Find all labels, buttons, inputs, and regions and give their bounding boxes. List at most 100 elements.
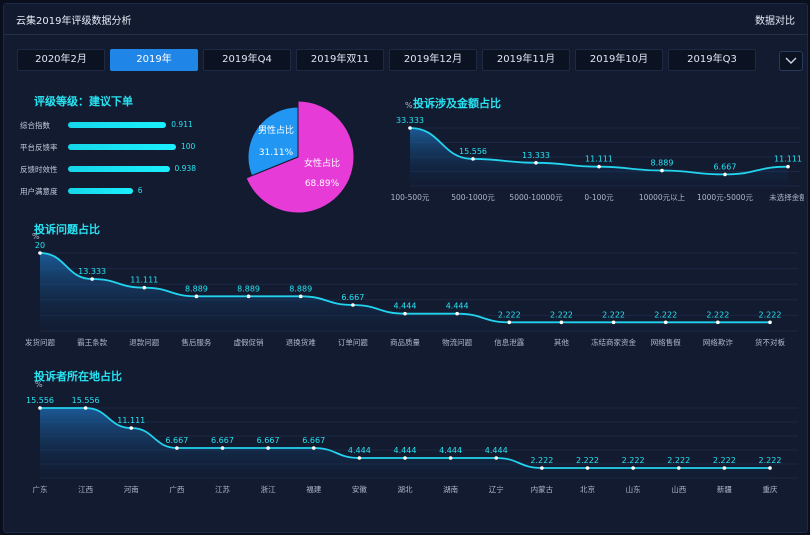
area-fill xyxy=(40,408,770,478)
x-tick-label: 10000元以上 xyxy=(639,193,686,202)
data-label: 4.444 xyxy=(439,446,462,455)
x-tick-label: 5000-10000元 xyxy=(509,193,563,202)
tab-period[interactable]: 2019年10月 xyxy=(575,49,663,71)
x-tick-label: 山西 xyxy=(671,484,686,494)
rating-title: 评级等级：建议下单 xyxy=(34,95,133,108)
data-label: 4.444 xyxy=(485,446,508,455)
data-label: 13.333 xyxy=(522,151,550,160)
tab-period[interactable]: 2019年Q3 xyxy=(668,49,756,71)
data-label: 2.222 xyxy=(602,310,625,319)
rating-bar xyxy=(68,122,167,128)
data-label: 2.222 xyxy=(498,310,521,319)
pie-label: 男性占比 xyxy=(258,124,294,136)
data-label: 2.222 xyxy=(622,456,645,465)
period-dropdown-button[interactable] xyxy=(779,51,803,71)
data-label: 8.889 xyxy=(289,284,312,293)
x-tick-label: 500-1000元 xyxy=(451,193,495,202)
data-label: 2.222 xyxy=(667,456,690,465)
data-point xyxy=(768,466,772,470)
amount-area-chart: % 33.333 100-500元 15.556 500-1000元 13.333 5000… xyxy=(391,101,804,202)
data-point xyxy=(298,294,303,299)
x-tick-label: 物流问题 xyxy=(442,337,472,347)
data-label: 13.333 xyxy=(78,267,106,276)
data-label: 4.444 xyxy=(394,302,417,311)
x-tick-label: 未选择金额 xyxy=(769,192,804,202)
x-tick-label: 发货问题 xyxy=(25,337,55,347)
x-tick-label: 霸王条款 xyxy=(77,337,107,347)
x-tick-label: 山东 xyxy=(626,484,641,494)
rating-bar xyxy=(68,188,133,194)
data-point xyxy=(311,446,316,450)
data-label: 2.222 xyxy=(759,456,782,465)
data-point xyxy=(663,320,668,325)
x-tick-label: 安徽 xyxy=(352,484,367,494)
tab-period[interactable]: 2019年 xyxy=(110,49,198,71)
y-unit-label: % xyxy=(405,101,413,110)
data-point xyxy=(142,285,147,290)
area-fill xyxy=(410,128,788,186)
data-point xyxy=(494,456,499,460)
data-label: 15.556 xyxy=(459,147,487,156)
x-tick-label: 内蒙古 xyxy=(531,484,554,494)
dashboard-panel: 云集2019年评级数据分析 数据对比 2020年2月 2019年 2019年Q4 20… xyxy=(3,3,808,533)
data-point xyxy=(90,277,94,281)
x-tick-label: 福建 xyxy=(306,484,321,494)
data-label: 6.667 xyxy=(211,436,234,445)
x-tick-label: 湖南 xyxy=(443,484,458,494)
x-tick-label: 退换货难 xyxy=(286,337,316,347)
x-tick-label: 退款问题 xyxy=(129,337,159,347)
data-label: 4.444 xyxy=(348,446,371,455)
data-label: 2.222 xyxy=(706,310,729,319)
x-tick-label: 虚假促销 xyxy=(234,337,264,347)
data-point xyxy=(83,406,88,410)
data-point xyxy=(403,311,407,316)
x-tick-label: 重庆 xyxy=(763,484,778,494)
rating-label: 平台反馈率 xyxy=(20,143,58,152)
tab-period[interactable]: 2019年双11 xyxy=(296,49,384,71)
data-label: 2.222 xyxy=(550,310,573,319)
tab-period[interactable]: 2019年12月 xyxy=(389,49,477,71)
data-label: 4.444 xyxy=(394,446,417,455)
rating-value: 100 xyxy=(181,142,196,151)
data-point xyxy=(722,466,727,470)
x-tick-label: 北京 xyxy=(580,484,595,494)
page-title: 云集2019年评级数据分析 xyxy=(16,16,132,27)
data-label: 6.667 xyxy=(302,436,325,445)
x-tick-label: 湖北 xyxy=(398,485,413,494)
data-point xyxy=(723,172,727,177)
rating-value: 0.911 xyxy=(171,120,193,129)
data-label: 2.222 xyxy=(713,456,736,465)
data-point xyxy=(351,303,355,307)
data-label: 2.222 xyxy=(759,310,782,319)
data-point xyxy=(38,406,42,410)
chevron-down-icon xyxy=(785,57,797,64)
y-unit-label: % xyxy=(35,380,43,389)
tab-period[interactable]: 2019年Q4 xyxy=(203,49,291,71)
data-point xyxy=(507,320,512,325)
data-label: 8.889 xyxy=(651,159,674,168)
x-tick-label: 订单问题 xyxy=(338,337,368,347)
data-point xyxy=(408,126,412,130)
data-point xyxy=(357,456,362,460)
data-label: 15.556 xyxy=(26,396,54,405)
issue-area-chart: %20 发货问题 13.333 霸王条款 11.111 退款问题 8.889 售后服务 8.88… xyxy=(25,232,798,347)
x-tick-label: 100-500元 xyxy=(391,193,430,202)
data-point xyxy=(597,164,601,169)
region-area-chart: % 15.556 广东 15.556 江西 11.111 河南 6.667 广西 6.667 江苏 6… xyxy=(26,380,798,494)
data-point xyxy=(534,161,538,165)
pie-slice xyxy=(245,100,355,214)
data-point xyxy=(559,320,564,325)
data-label: 20 xyxy=(35,241,45,250)
tab-period[interactable]: 2019年11月 xyxy=(482,49,570,71)
data-point xyxy=(220,446,225,450)
tab-period[interactable]: 2020年2月 xyxy=(17,49,105,71)
data-label: 6.667 xyxy=(165,436,188,445)
compare-button[interactable]: 数据对比 xyxy=(755,16,795,27)
data-label: 15.556 xyxy=(72,396,100,405)
data-point xyxy=(611,320,616,325)
rating-label: 用户满意度 xyxy=(20,187,58,196)
data-point xyxy=(676,466,681,470)
data-point xyxy=(540,466,544,470)
pie-value: 31.11% xyxy=(259,148,294,158)
amount-chart-title: 投诉涉及金额占比 xyxy=(413,97,501,110)
